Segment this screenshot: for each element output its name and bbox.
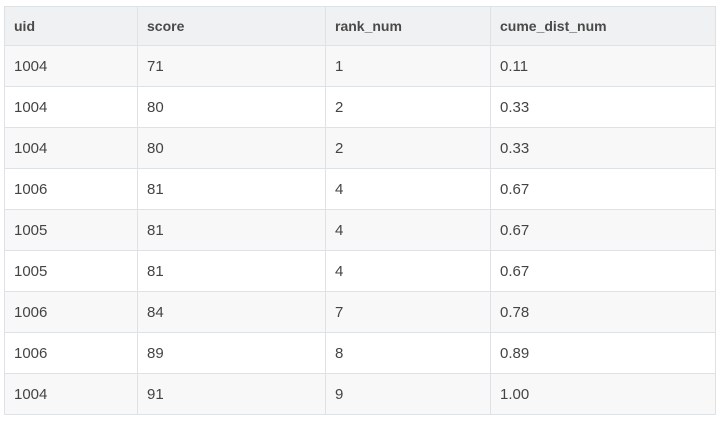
cell-uid: 1006 — [4, 291, 138, 333]
table-row: 1004 80 2 0.33 — [4, 127, 716, 169]
cell-cume-dist-num: 0.89 — [490, 332, 716, 374]
column-header-rank-num: rank_num — [325, 6, 491, 46]
table-row: 1004 80 2 0.33 — [4, 86, 716, 128]
column-header-cume-dist-num: cume_dist_num — [490, 6, 716, 46]
results-table: uid score rank_num cume_dist_num 1004 71… — [4, 6, 716, 415]
cell-cume-dist-num: 0.67 — [490, 209, 716, 251]
cell-rank-num: 2 — [325, 86, 491, 128]
cell-rank-num: 4 — [325, 250, 491, 292]
cell-score: 81 — [137, 209, 326, 251]
cell-score: 81 — [137, 250, 326, 292]
table-body: 1004 71 1 0.11 1004 80 2 0.33 1004 80 2 … — [4, 45, 716, 415]
results-table-container: uid score rank_num cume_dist_num 1004 71… — [4, 6, 716, 415]
table-row: 1006 84 7 0.78 — [4, 291, 716, 333]
cell-uid: 1006 — [4, 332, 138, 374]
cell-rank-num: 1 — [325, 45, 491, 87]
table-row: 1005 81 4 0.67 — [4, 209, 716, 251]
cell-score: 84 — [137, 291, 326, 333]
table-row: 1006 81 4 0.67 — [4, 168, 716, 210]
cell-uid: 1004 — [4, 86, 138, 128]
cell-uid: 1004 — [4, 45, 138, 87]
cell-score: 91 — [137, 373, 326, 415]
cell-rank-num: 9 — [325, 373, 491, 415]
cell-score: 80 — [137, 127, 326, 169]
cell-cume-dist-num: 0.67 — [490, 168, 716, 210]
cell-uid: 1004 — [4, 127, 138, 169]
cell-cume-dist-num: 0.78 — [490, 291, 716, 333]
cell-rank-num: 8 — [325, 332, 491, 374]
column-header-uid: uid — [4, 6, 138, 46]
cell-uid: 1005 — [4, 209, 138, 251]
cell-rank-num: 4 — [325, 168, 491, 210]
table-row: 1004 71 1 0.11 — [4, 45, 716, 87]
table-header: uid score rank_num cume_dist_num — [4, 6, 716, 46]
column-header-score: score — [137, 6, 326, 46]
cell-cume-dist-num: 0.33 — [490, 127, 716, 169]
cell-rank-num: 7 — [325, 291, 491, 333]
cell-rank-num: 2 — [325, 127, 491, 169]
cell-rank-num: 4 — [325, 209, 491, 251]
cell-cume-dist-num: 0.67 — [490, 250, 716, 292]
cell-uid: 1006 — [4, 168, 138, 210]
cell-uid: 1005 — [4, 250, 138, 292]
cell-cume-dist-num: 0.33 — [490, 86, 716, 128]
cell-score: 89 — [137, 332, 326, 374]
cell-cume-dist-num: 0.11 — [490, 45, 716, 87]
cell-score: 80 — [137, 86, 326, 128]
cell-score: 71 — [137, 45, 326, 87]
cell-cume-dist-num: 1.00 — [490, 373, 716, 415]
header-row: uid score rank_num cume_dist_num — [4, 6, 716, 46]
cell-score: 81 — [137, 168, 326, 210]
table-row: 1005 81 4 0.67 — [4, 250, 716, 292]
cell-uid: 1004 — [4, 373, 138, 415]
table-row: 1004 91 9 1.00 — [4, 373, 716, 415]
table-row: 1006 89 8 0.89 — [4, 332, 716, 374]
